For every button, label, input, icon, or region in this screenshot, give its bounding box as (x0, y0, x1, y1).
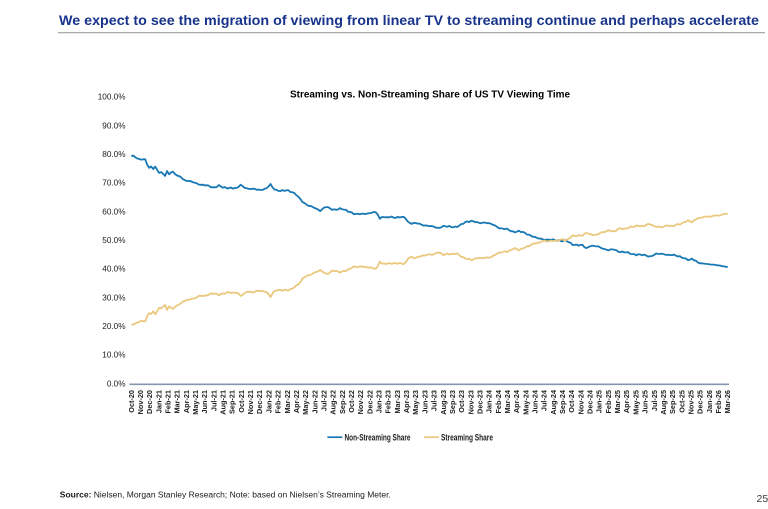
svg-text:Nov-25: Nov-25 (687, 390, 696, 414)
svg-text:Mar-22: Mar-22 (283, 390, 292, 414)
svg-text:Aug-22: Aug-22 (329, 390, 338, 415)
svg-text:60.0%: 60.0% (102, 207, 125, 216)
svg-text:Feb-23: Feb-23 (384, 390, 393, 414)
svg-text:Dec-22: Dec-22 (365, 390, 374, 414)
svg-text:Sep-21: Sep-21 (228, 390, 237, 414)
svg-text:Jul-21: Jul-21 (209, 390, 218, 411)
svg-text:Aug-24: Aug-24 (549, 389, 558, 415)
svg-text:25: 25 (757, 493, 768, 505)
svg-text:Nov-23: Nov-23 (466, 390, 475, 414)
svg-text:Jun-24: Jun-24 (531, 389, 540, 413)
svg-text:30.0%: 30.0% (102, 293, 125, 302)
svg-text:Mar-23: Mar-23 (393, 390, 402, 414)
svg-text:Dec-24: Dec-24 (586, 389, 595, 414)
svg-text:Jun-25: Jun-25 (641, 390, 650, 414)
svg-text:May-22: May-22 (301, 390, 310, 415)
svg-text:May-24: May-24 (521, 389, 530, 415)
svg-text:Non-Streaming Share: Non-Streaming Share (345, 432, 411, 442)
svg-text:Nov-24: Nov-24 (576, 389, 585, 414)
svg-text:Sep-22: Sep-22 (338, 390, 347, 414)
svg-text:May-21: May-21 (191, 390, 200, 415)
svg-text:Jun-23: Jun-23 (420, 390, 429, 414)
svg-text:100.0%: 100.0% (98, 93, 126, 102)
svg-text:Jun-22: Jun-22 (310, 390, 319, 414)
svg-text:Mar-24: Mar-24 (503, 389, 512, 413)
svg-text:Feb-22: Feb-22 (274, 390, 283, 414)
svg-text:Aug-21: Aug-21 (219, 390, 228, 415)
svg-text:Streaming Share: Streaming Share (441, 432, 493, 442)
svg-text:Feb-26: Feb-26 (714, 390, 723, 414)
svg-text:0.0%: 0.0% (107, 379, 126, 388)
svg-text:Dec-23: Dec-23 (476, 390, 485, 414)
svg-text:Jan-22: Jan-22 (264, 390, 273, 413)
svg-text:Jan-24: Jan-24 (485, 389, 494, 413)
svg-text:Sep-23: Sep-23 (448, 390, 457, 414)
svg-text:Streaming vs. Non-Streaming Sh: Streaming vs. Non-Streaming Share of US … (290, 89, 570, 101)
svg-text:Oct-24: Oct-24 (567, 389, 576, 413)
svg-text:Dec-20: Dec-20 (145, 390, 154, 414)
svg-text:Aug-25: Aug-25 (659, 390, 668, 415)
svg-text:Sep-24: Sep-24 (558, 389, 567, 414)
svg-text:Feb-25: Feb-25 (604, 390, 613, 414)
svg-text:Apr-24: Apr-24 (512, 389, 521, 413)
svg-text:Feb-24: Feb-24 (494, 389, 503, 413)
svg-text:Aug-23: Aug-23 (439, 390, 448, 415)
svg-text:Apr-22: Apr-22 (292, 390, 301, 413)
svg-text:70.0%: 70.0% (102, 179, 125, 188)
svg-text:Feb-21: Feb-21 (164, 390, 173, 414)
svg-text:10.0%: 10.0% (102, 351, 125, 360)
svg-text:Jan-21: Jan-21 (154, 390, 163, 413)
svg-text:May-25: May-25 (631, 390, 640, 415)
svg-text:20.0%: 20.0% (102, 322, 125, 331)
svg-text:Dec-21: Dec-21 (255, 390, 264, 414)
svg-text:Apr-21: Apr-21 (182, 390, 191, 413)
svg-text:Nov-21: Nov-21 (246, 390, 255, 414)
svg-text:Source: Nielsen, Morgan Stanle: Source: Nielsen, Morgan Stanley Research… (60, 491, 391, 500)
svg-text:Jul-23: Jul-23 (430, 390, 439, 411)
svg-text:Jul-24: Jul-24 (540, 389, 549, 411)
svg-text:Oct-25: Oct-25 (677, 390, 686, 413)
svg-text:Mar-25: Mar-25 (613, 390, 622, 414)
svg-text:May-23: May-23 (411, 390, 420, 415)
svg-text:Nov-20: Nov-20 (136, 390, 145, 414)
svg-text:Apr-23: Apr-23 (402, 390, 411, 413)
svg-text:Nov-22: Nov-22 (356, 390, 365, 414)
svg-text:90.0%: 90.0% (102, 121, 125, 130)
svg-text:80.0%: 80.0% (102, 150, 125, 159)
svg-text:Mar-26: Mar-26 (723, 390, 732, 414)
svg-text:We expect to see the migration: We expect to see the migration of viewin… (59, 12, 759, 28)
svg-text:Jan-23: Jan-23 (375, 390, 384, 413)
svg-text:Dec-25: Dec-25 (696, 390, 705, 414)
svg-text:Oct-20: Oct-20 (127, 390, 136, 413)
svg-text:Oct-22: Oct-22 (347, 390, 356, 413)
svg-text:Jan-25: Jan-25 (595, 390, 604, 413)
svg-text:Apr-25: Apr-25 (622, 390, 631, 413)
svg-text:Jan-26: Jan-26 (705, 390, 714, 413)
svg-text:Sep-25: Sep-25 (668, 390, 677, 414)
svg-text:Oct-23: Oct-23 (457, 390, 466, 413)
svg-text:Mar-21: Mar-21 (173, 390, 182, 414)
svg-text:40.0%: 40.0% (102, 265, 125, 274)
svg-text:Jul-25: Jul-25 (650, 390, 659, 411)
svg-text:Oct-21: Oct-21 (237, 390, 246, 413)
svg-text:Jun-21: Jun-21 (200, 390, 209, 414)
svg-text:Jul-22: Jul-22 (320, 390, 329, 411)
svg-text:50.0%: 50.0% (102, 236, 125, 245)
